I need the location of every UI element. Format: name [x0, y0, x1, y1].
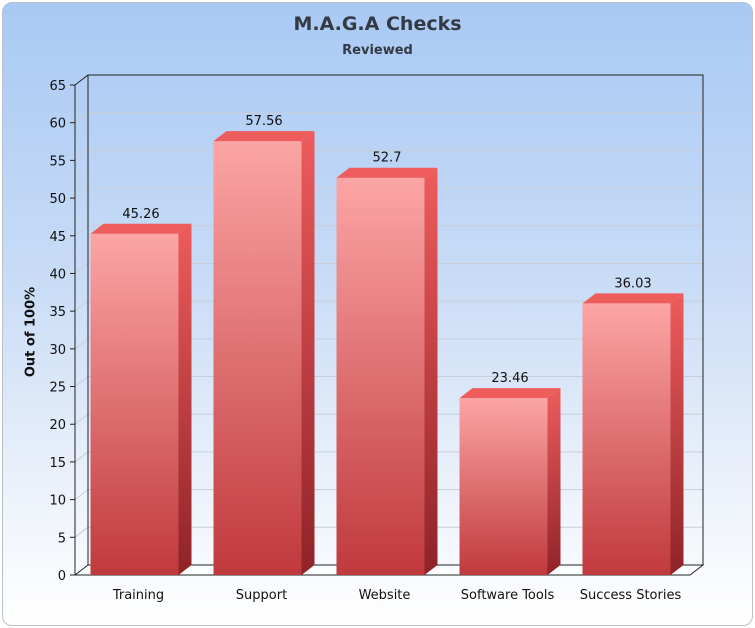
data-label: 57.56	[245, 114, 282, 129]
y-tick-label: 35	[49, 305, 66, 320]
bar	[90, 223, 192, 575]
bar-side	[547, 388, 561, 575]
gridline-side	[74, 489, 89, 501]
gridline-side	[74, 451, 89, 463]
data-label: 45.26	[122, 207, 159, 222]
gridline-side	[74, 413, 89, 425]
bar	[336, 167, 438, 575]
bar-front	[582, 303, 671, 575]
bar	[459, 388, 561, 575]
y-tick-label: 40	[49, 267, 66, 282]
bar-top	[582, 293, 684, 304]
bar-top	[90, 223, 192, 234]
bar-top	[213, 131, 315, 142]
bar-side	[178, 223, 192, 575]
bar	[213, 131, 315, 575]
gridline-side	[74, 338, 89, 350]
bar-side	[670, 293, 684, 575]
chart-subtitle: Reviewed	[342, 43, 413, 58]
x-tick-label: Training	[112, 588, 164, 603]
y-tick-label: 45	[49, 230, 66, 245]
y-tick-label: 30	[49, 343, 66, 358]
y-tick-label: 25	[49, 381, 66, 396]
y-tick-label: 50	[49, 192, 66, 207]
bar-front	[90, 233, 179, 575]
gridline-side	[74, 112, 89, 124]
gridline-side	[74, 300, 89, 312]
gridline-side	[74, 526, 89, 538]
bar-front	[459, 398, 548, 575]
bar-top	[459, 388, 561, 399]
y-tick-label: 5	[58, 531, 66, 546]
chart-title: M.A.G.A Checks	[293, 13, 462, 35]
labels-layer: 45.26 Training 57.56 Support 52.7 Website 23.4…	[112, 114, 682, 603]
data-label: 52.7	[373, 151, 402, 166]
bar	[582, 293, 684, 575]
bar-side	[301, 131, 315, 575]
x-tick-label: Software Tools	[461, 588, 555, 603]
y-tick-label: 65	[49, 79, 66, 94]
bar-top	[336, 167, 438, 178]
gridline-side	[74, 187, 89, 199]
gridline-side	[74, 376, 89, 387]
y-tick-label: 20	[49, 418, 66, 433]
gridline-side	[74, 225, 89, 237]
bar-front	[213, 141, 302, 575]
x-tick-label: Support	[236, 588, 287, 603]
x-tick-label: Website	[359, 588, 411, 603]
y-axis-top-edge	[74, 74, 89, 86]
bar-side	[424, 167, 438, 575]
bar-front	[336, 177, 425, 575]
y-tick-label: 15	[49, 456, 66, 471]
data-label: 36.03	[614, 276, 651, 291]
y-tick-label: 0	[58, 569, 66, 584]
x-tick-label: Success Stories	[580, 588, 682, 603]
y-tick-label: 60	[49, 117, 66, 132]
data-label: 23.46	[491, 371, 528, 386]
y-tick-label: 55	[49, 154, 66, 169]
bars-layer	[90, 131, 684, 575]
gridline-side	[74, 263, 89, 274]
gridline-side	[74, 149, 89, 161]
y-tick-label: 10	[49, 494, 66, 509]
